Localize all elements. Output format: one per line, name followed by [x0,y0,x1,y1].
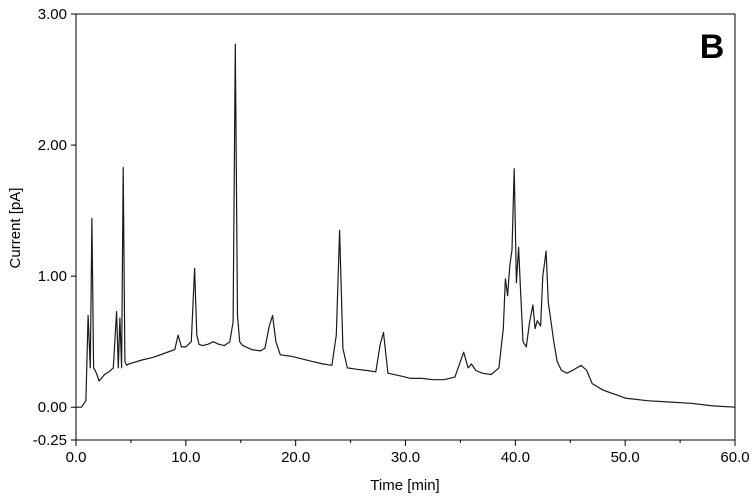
x-axis: 0.0 10.0 20.0 30.0 40.0 50.0 60.0 [66,440,750,466]
x-axis-label: Time [min] [370,477,439,494]
x-tick-label: 30.0 [391,449,420,466]
panel-label: B [700,28,725,66]
x-tick-label: 40.0 [501,449,530,466]
plot-frame [75,13,736,441]
y-tick-label: 3.00 [38,6,67,23]
y-axis-label: Current [pA] [7,188,24,269]
x-tick-label: 0.0 [66,449,87,466]
y-tick-label: 0.00 [38,399,67,416]
x-tick-label: 60.0 [720,449,749,466]
x-tick-label: 50.0 [611,449,640,466]
y-tick-label: 1.00 [38,268,67,285]
series-line [76,43,736,408]
x-tick-label: 10.0 [171,449,200,466]
y-tick-label: 2.00 [38,137,67,154]
chart-series [76,43,736,408]
y-tick-label: -0.25 [33,432,67,449]
y-axis: -0.25 0.00 1.00 2.00 3.00 [33,6,76,449]
x-tick-label: 20.0 [281,449,310,466]
